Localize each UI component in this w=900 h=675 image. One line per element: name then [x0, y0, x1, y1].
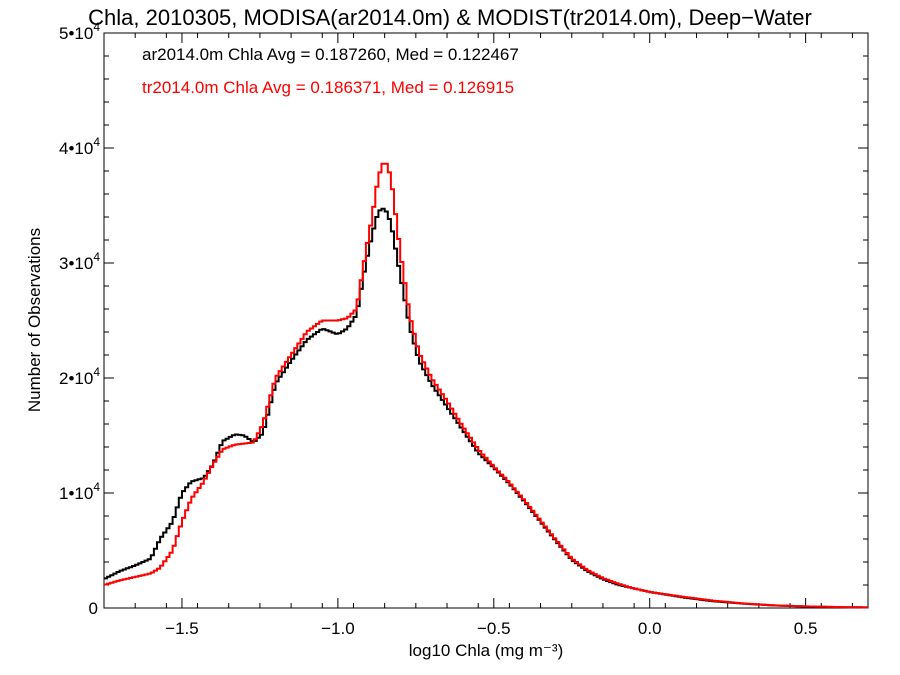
y-tick-label: 3•104 — [59, 250, 100, 273]
chart-title: Chla, 2010305, MODISA(ar2014.0m) & MODIS… — [88, 5, 812, 30]
plot-frame — [103, 32, 869, 609]
series-line-1 — [104, 162, 868, 609]
y-axis-label: Number of Observations — [25, 228, 44, 412]
y-tick-label: 1•104 — [59, 480, 100, 503]
annotation-tr2014: tr2014.0m Chla Avg = 0.186371, Med = 0.1… — [142, 78, 514, 97]
x-tick-label: 0.0 — [638, 619, 662, 638]
x-tick-label: −1.5 — [165, 619, 199, 638]
annotation-ar2014: ar2014.0m Chla Avg = 0.187260, Med = 0.1… — [142, 45, 519, 64]
x-tick-label: −1.0 — [321, 619, 355, 638]
y-tick-label: 2•104 — [59, 365, 100, 388]
x-tick-label: −0.5 — [477, 619, 511, 638]
y-tick-label: 4•104 — [59, 135, 100, 158]
series-line-0 — [104, 207, 868, 609]
y-tick-label: 0 — [89, 599, 98, 618]
y-tick-label: 5•104 — [59, 20, 100, 43]
series-lines — [104, 162, 868, 609]
axis-ticks: −1.5 −1.0 −0.5 0.0 0.5 0 1•104 2•104 3•104 4•104 5… — [59, 20, 868, 638]
x-tick-label: 0.5 — [794, 619, 818, 638]
x-axis-label: log10 Chla (mg m⁻³) — [409, 641, 563, 660]
